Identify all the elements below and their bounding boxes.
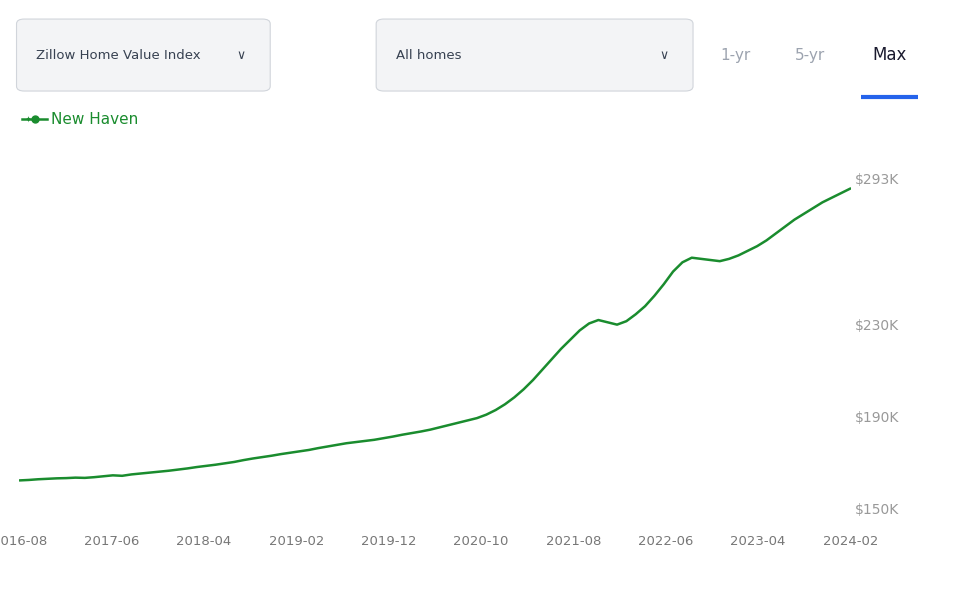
Text: 1-yr: 1-yr (720, 48, 751, 62)
Text: $150K: $150K (855, 503, 900, 518)
Text: New Haven: New Haven (51, 111, 138, 127)
Text: All homes: All homes (396, 49, 461, 61)
Text: Max: Max (872, 46, 907, 64)
Text: ✦: ✦ (24, 114, 31, 124)
Text: ∨: ∨ (659, 49, 669, 61)
Text: 5-yr: 5-yr (794, 48, 825, 62)
Text: ∨: ∨ (236, 49, 246, 61)
Text: $293K: $293K (855, 173, 900, 187)
Text: Zillow Home Value Index: Zillow Home Value Index (36, 49, 200, 61)
Text: $230K: $230K (855, 319, 899, 333)
Text: $190K: $190K (855, 411, 900, 425)
